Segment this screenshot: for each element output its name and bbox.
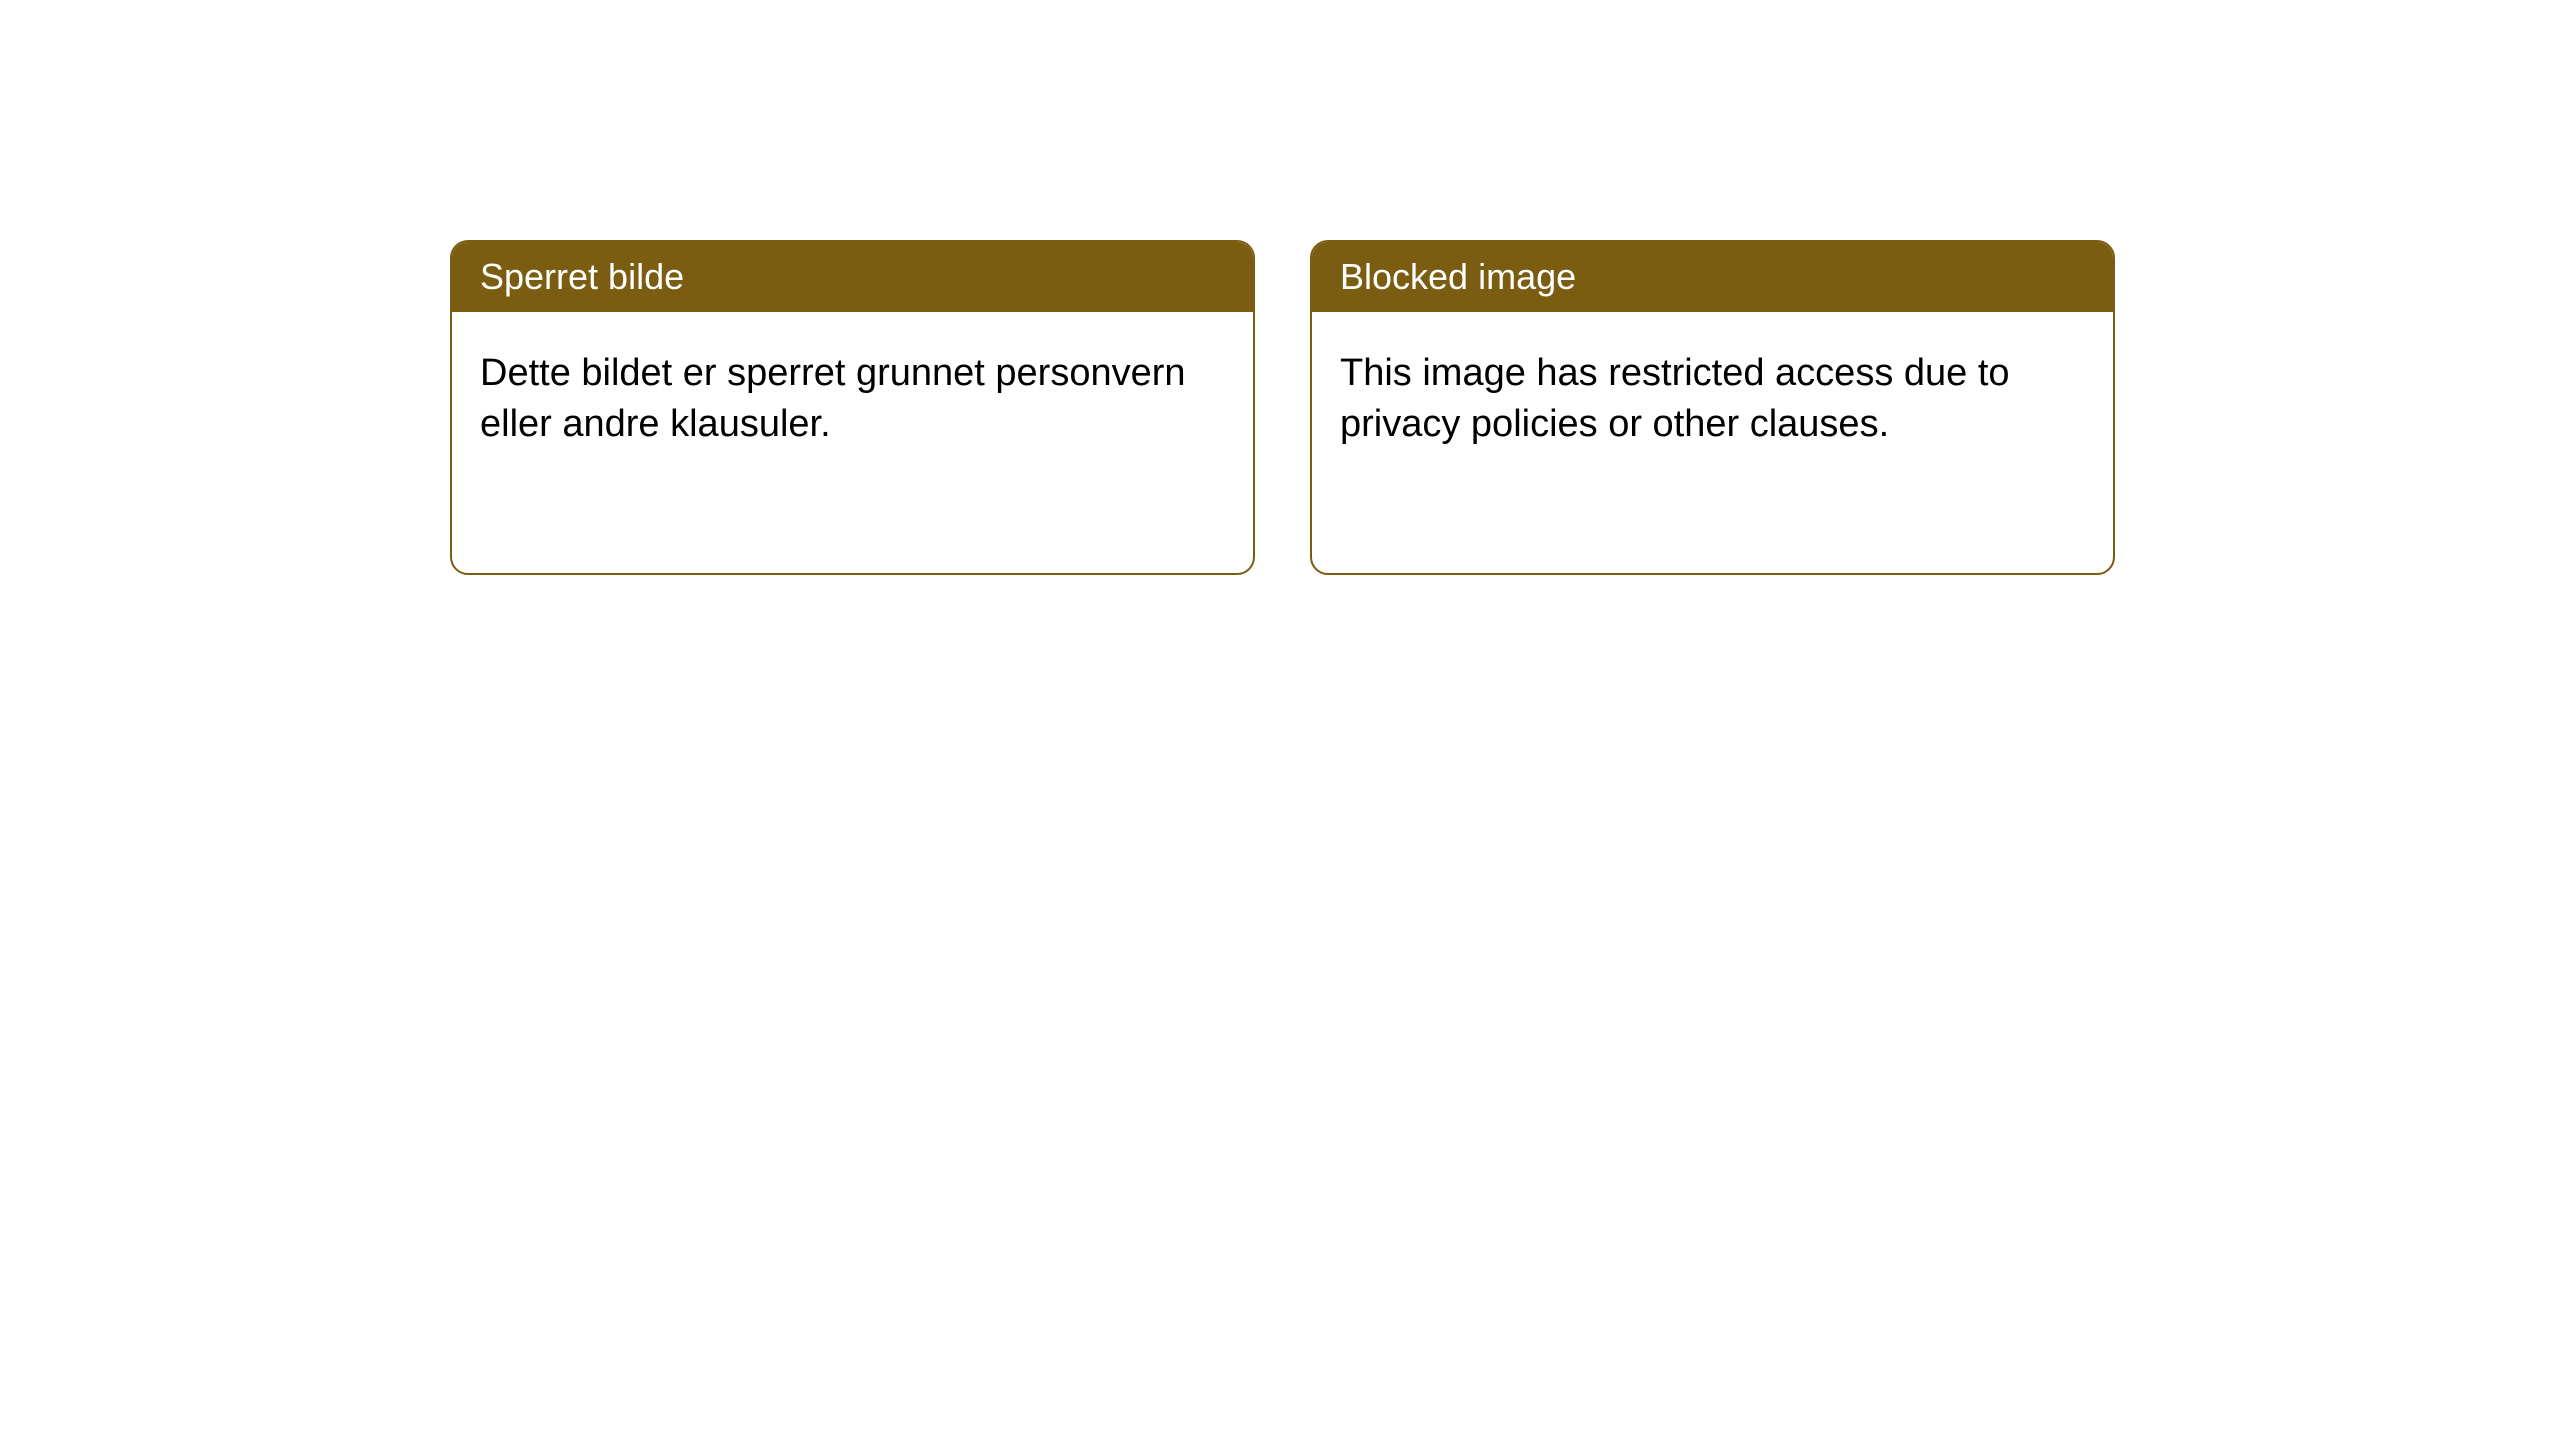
notice-card-norwegian: Sperret bilde Dette bildet er sperret gr… <box>450 240 1255 575</box>
notice-card-english: Blocked image This image has restricted … <box>1310 240 2115 575</box>
notice-container: Sperret bilde Dette bildet er sperret gr… <box>450 240 2115 575</box>
notice-body-norwegian: Dette bildet er sperret grunnet personve… <box>452 312 1253 487</box>
notice-title-norwegian: Sperret bilde <box>452 242 1253 312</box>
notice-body-english: This image has restricted access due to … <box>1312 312 2113 487</box>
notice-title-english: Blocked image <box>1312 242 2113 312</box>
